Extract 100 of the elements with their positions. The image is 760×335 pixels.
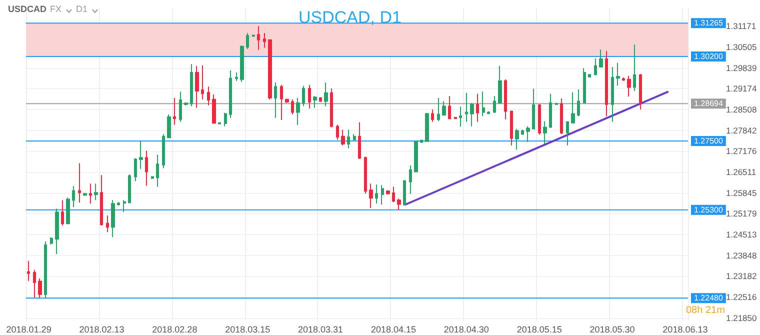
- candlestick: [134, 158, 137, 182]
- candlestick: [207, 86, 210, 106]
- candlestick: [224, 112, 227, 127]
- y-tick-label: 1.25179: [726, 208, 757, 219]
- candlestick: [246, 32, 249, 50]
- candlestick: [252, 34, 255, 38]
- candlestick: [532, 88, 535, 130]
- candlestick: [33, 269, 36, 298]
- candlestick: [190, 64, 193, 107]
- ref-line-label: 1.28694: [694, 99, 724, 108]
- candlestick: [302, 85, 305, 107]
- y-tick-label: 1.27842: [726, 125, 757, 136]
- candlestick: [392, 186, 395, 203]
- y-tick-label: 1.24513: [726, 230, 757, 240]
- candlestick: [128, 174, 131, 204]
- candlestick: [229, 70, 232, 118]
- candlestick: [526, 126, 530, 142]
- y-tick-label: 1.23848: [726, 250, 757, 260]
- candlestick: [145, 150, 148, 186]
- candlestick: [588, 74, 591, 78]
- candlestick: [622, 76, 625, 82]
- ref-line-label: 1.22480: [694, 294, 724, 303]
- candlestick: [50, 236, 53, 245]
- x-tick-label: 2018.04.30: [444, 324, 489, 334]
- candlestick: [235, 72, 238, 82]
- candlestick: [330, 88, 333, 128]
- y-tick-label: 1.21850: [726, 312, 757, 323]
- candlestick: [106, 215, 109, 233]
- candlestick: [162, 134, 165, 169]
- candlestick: [167, 114, 171, 138]
- ref-line-label: 1.27500: [694, 136, 724, 146]
- candlestick: [44, 241, 47, 298]
- candlestick: [425, 112, 429, 142]
- candlestick: [594, 58, 597, 76]
- y-tick-label: 1.26511: [726, 166, 756, 177]
- candlestick: [156, 154, 159, 188]
- candlestick: [386, 190, 390, 196]
- annotation: D1: [76, 4, 88, 14]
- candlestick: [184, 102, 188, 106]
- candlestick: [89, 183, 92, 204]
- candlestick: [465, 92, 468, 122]
- candlestick: [308, 84, 311, 109]
- candlestick: [459, 106, 462, 128]
- candlestick: [420, 139, 423, 144]
- candlestick: [268, 39, 272, 100]
- candlestick: [510, 110, 513, 146]
- candlestick: [605, 50, 608, 117]
- candlestick: [336, 124, 339, 140]
- candlestick: [633, 44, 636, 92]
- y-tick-label: 1.29839: [726, 62, 757, 73]
- candlestick: [375, 184, 378, 204]
- candlestick: [296, 97, 300, 126]
- candlestick: [285, 98, 289, 104]
- candlestick: [487, 110, 490, 115]
- y-tick-label: 1.30505: [726, 42, 757, 52]
- candlestick: [583, 68, 586, 104]
- candlestick: [482, 91, 485, 117]
- candlestick: [173, 97, 176, 126]
- candlestick: [201, 64, 204, 100]
- y-tick-label: 1.31171: [726, 21, 756, 32]
- candlestick: [212, 94, 216, 124]
- y-tick-label: 1.23182: [726, 271, 757, 282]
- candlestick: [414, 140, 418, 172]
- y-tick-label: 1.28508: [726, 104, 757, 114]
- candlestick: [560, 98, 563, 135]
- candlestick: [324, 82, 328, 107]
- ref-line-label: 1.25300: [694, 205, 724, 214]
- candlestick: [555, 102, 558, 106]
- candlestick: [454, 116, 457, 120]
- candlestick: [627, 75, 631, 98]
- candlestick: [117, 202, 120, 206]
- x-tick-label: 2018.03.15: [225, 324, 270, 334]
- candlestick: [179, 91, 182, 122]
- candlestick: [381, 184, 384, 206]
- candlestick: [611, 66, 614, 122]
- candlestick: [639, 74, 642, 110]
- candlestick: [470, 102, 474, 127]
- candlestick: [38, 278, 42, 298]
- y-tick-label: 1.22516: [726, 292, 757, 302]
- candlestick: [100, 174, 103, 226]
- candlestick: [240, 45, 244, 82]
- annotation: 08h 21m: [686, 305, 725, 316]
- candlestick: [263, 32, 266, 48]
- candlestick: [577, 88, 580, 117]
- ref-line-label: 1.31265: [694, 18, 724, 28]
- candlestick: [616, 62, 620, 86]
- candlestick: [280, 84, 283, 121]
- candlestick: [319, 96, 322, 102]
- x-tick-label: 2018.03.31: [298, 324, 344, 334]
- x-tick-label: 2018.06.13: [662, 324, 708, 334]
- candlestick: [369, 183, 373, 209]
- candlestick: [83, 192, 87, 196]
- y-tick-label: 1.29174: [726, 84, 757, 94]
- annotation: USDCAD: [8, 4, 47, 14]
- candlestick: [218, 122, 221, 125]
- candlestick: [448, 95, 451, 120]
- x-tick-label: 2018.05.30: [590, 324, 635, 334]
- candlestick: [571, 92, 575, 124]
- candlestick: [409, 164, 412, 194]
- candlestick: [313, 95, 317, 108]
